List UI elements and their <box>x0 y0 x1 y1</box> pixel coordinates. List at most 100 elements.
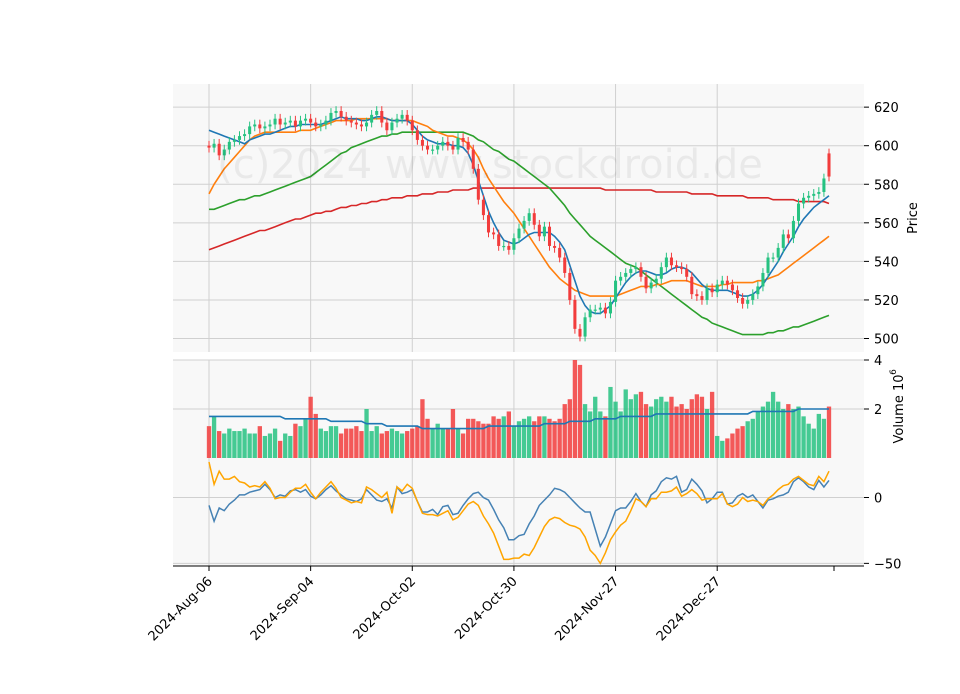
volume-bar <box>303 418 308 458</box>
candle-body <box>664 257 668 268</box>
y-tick-label: 500 <box>874 333 899 348</box>
volume-bar <box>582 404 588 458</box>
x-tick-label: 2024-Oct-30 <box>452 574 520 642</box>
volume-bar <box>379 433 384 458</box>
candle-body <box>466 141 470 150</box>
ma-long-line <box>209 131 830 336</box>
oscillator-panel: −50 0 <box>173 458 901 572</box>
candle-body <box>685 269 689 277</box>
candle-body <box>431 149 435 151</box>
volume-axis-exponent: 6 <box>889 369 899 375</box>
volume-bar <box>506 411 511 458</box>
candle-body <box>512 238 516 250</box>
volume-bar <box>476 421 481 458</box>
volume-bar <box>288 435 293 458</box>
candle-body <box>405 114 409 121</box>
volume-bar <box>516 421 522 458</box>
ma-very-long-line <box>208 187 830 251</box>
volume-bar <box>521 418 527 458</box>
volume-bar <box>572 360 578 458</box>
volume-bar <box>745 421 750 458</box>
candle-body <box>344 116 348 121</box>
candle-body <box>659 267 663 279</box>
candle-body <box>522 220 526 229</box>
candle-body <box>278 118 282 125</box>
candle-body <box>542 226 546 237</box>
candle-body <box>486 215 491 233</box>
candle-body <box>446 141 450 146</box>
candle-body <box>288 120 292 123</box>
candle-body <box>766 257 770 273</box>
volume-bar <box>369 431 374 458</box>
candle-body <box>492 232 496 235</box>
candle-body <box>583 317 587 337</box>
candle-body <box>207 145 211 148</box>
candle-body <box>827 153 831 177</box>
candle-body <box>349 120 353 123</box>
candle-body <box>212 143 216 148</box>
x-tick-label: 2024-Nov-27 <box>552 574 622 644</box>
candle-body <box>537 224 541 237</box>
candle-body <box>720 280 724 285</box>
volume-bar <box>730 433 735 458</box>
volume-bar <box>267 433 273 458</box>
candle-body <box>669 257 673 266</box>
volume-panel: 2 4 Volume 106 <box>173 354 907 458</box>
volume-bar <box>440 428 445 458</box>
volume-bar <box>217 431 222 458</box>
candle-body <box>329 112 333 121</box>
volume-bar <box>821 418 827 458</box>
candle-body <box>725 280 729 285</box>
volume-bar <box>806 423 811 458</box>
candle-body <box>309 118 313 123</box>
candle-body <box>563 257 567 273</box>
volume-bar <box>826 406 832 458</box>
volume-bar <box>598 411 603 458</box>
volume-bar <box>435 423 440 458</box>
candle-body <box>746 299 750 304</box>
volume-bar <box>786 404 791 458</box>
volume-bar <box>354 426 359 458</box>
candle-body <box>268 124 272 127</box>
volume-bar <box>405 431 410 458</box>
candle-body <box>243 134 247 137</box>
volume-bar <box>410 428 415 458</box>
volume-bar <box>669 396 674 458</box>
price-panel-background <box>173 84 864 352</box>
candle-body <box>324 120 328 125</box>
volume-bar <box>227 428 232 458</box>
candle-body <box>588 309 592 318</box>
volume-bar <box>720 440 725 458</box>
candle-body <box>568 272 572 300</box>
volume-bar <box>532 421 537 458</box>
candle-body <box>273 118 277 125</box>
volume-bar <box>603 416 608 458</box>
volume-bar <box>674 406 679 458</box>
candle-body <box>614 280 618 302</box>
candle-body <box>578 328 582 337</box>
candle-body <box>771 257 775 259</box>
x-axis: 2024-Aug-06 2024-Sep-04 2024-Oct-02 2024-Oc… <box>146 565 864 644</box>
candle-body <box>420 139 424 146</box>
volume-bar <box>740 426 745 458</box>
candle-body <box>675 265 679 268</box>
volume-bar <box>659 396 664 458</box>
volume-bar <box>491 416 496 458</box>
volume-bar <box>628 399 633 458</box>
volume-bar <box>684 409 689 458</box>
candle-body <box>553 245 557 248</box>
candle-body <box>293 120 297 127</box>
volume-bar <box>755 411 761 458</box>
price-panel: 500 520 540 560 580 600 620 Price <box>173 84 921 352</box>
candle-body <box>339 110 343 117</box>
candle-body <box>507 245 511 250</box>
volume-bar <box>262 435 268 458</box>
candle-body <box>796 203 801 221</box>
candle-body <box>217 143 221 156</box>
volume-bar <box>237 431 242 458</box>
candle-body <box>822 178 826 192</box>
volume-bar <box>527 416 532 458</box>
candle-body <box>761 272 765 287</box>
volume-bar <box>593 396 598 458</box>
